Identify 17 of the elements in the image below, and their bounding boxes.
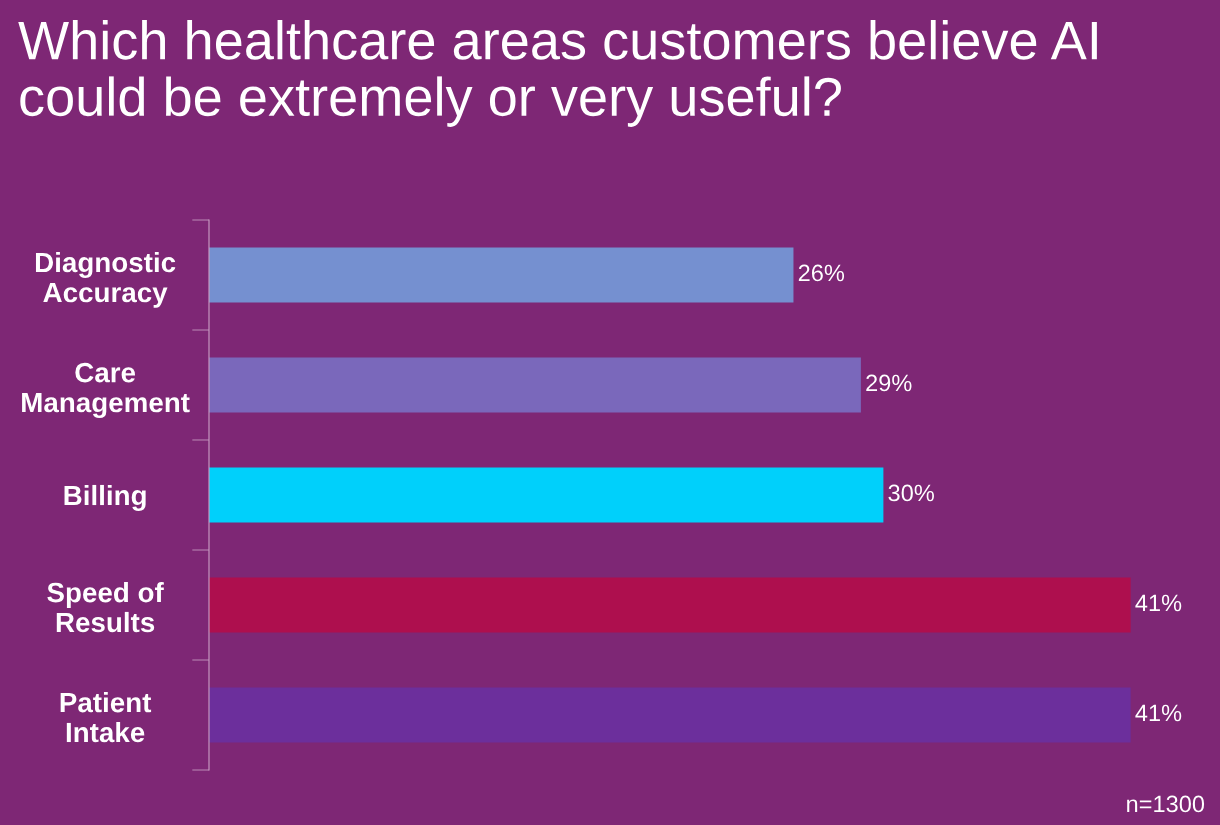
data-label: 41% xyxy=(1135,704,1182,722)
y-tick-label: Speed of Results xyxy=(47,581,164,633)
y-tick-label: Diagnostic Accuracy xyxy=(35,251,176,308)
bar xyxy=(209,467,884,523)
bar xyxy=(209,687,1131,743)
y-tick-label: Billing xyxy=(64,484,146,511)
y-tick-label: Patient Intake xyxy=(60,691,152,743)
y-tick-label: Care Management xyxy=(22,362,190,418)
data-label: 29% xyxy=(866,374,912,392)
data-label: 41% xyxy=(1135,594,1182,612)
data-label: 26% xyxy=(798,264,845,282)
chart-title: Which healthcare areas customers believe AI could be extremely or very useful? xyxy=(18,20,1097,127)
bar xyxy=(209,577,1131,633)
text: n=1300 xyxy=(1127,795,1205,813)
data-label: 30% xyxy=(888,484,934,502)
bar xyxy=(209,247,794,303)
bar xyxy=(209,357,861,413)
